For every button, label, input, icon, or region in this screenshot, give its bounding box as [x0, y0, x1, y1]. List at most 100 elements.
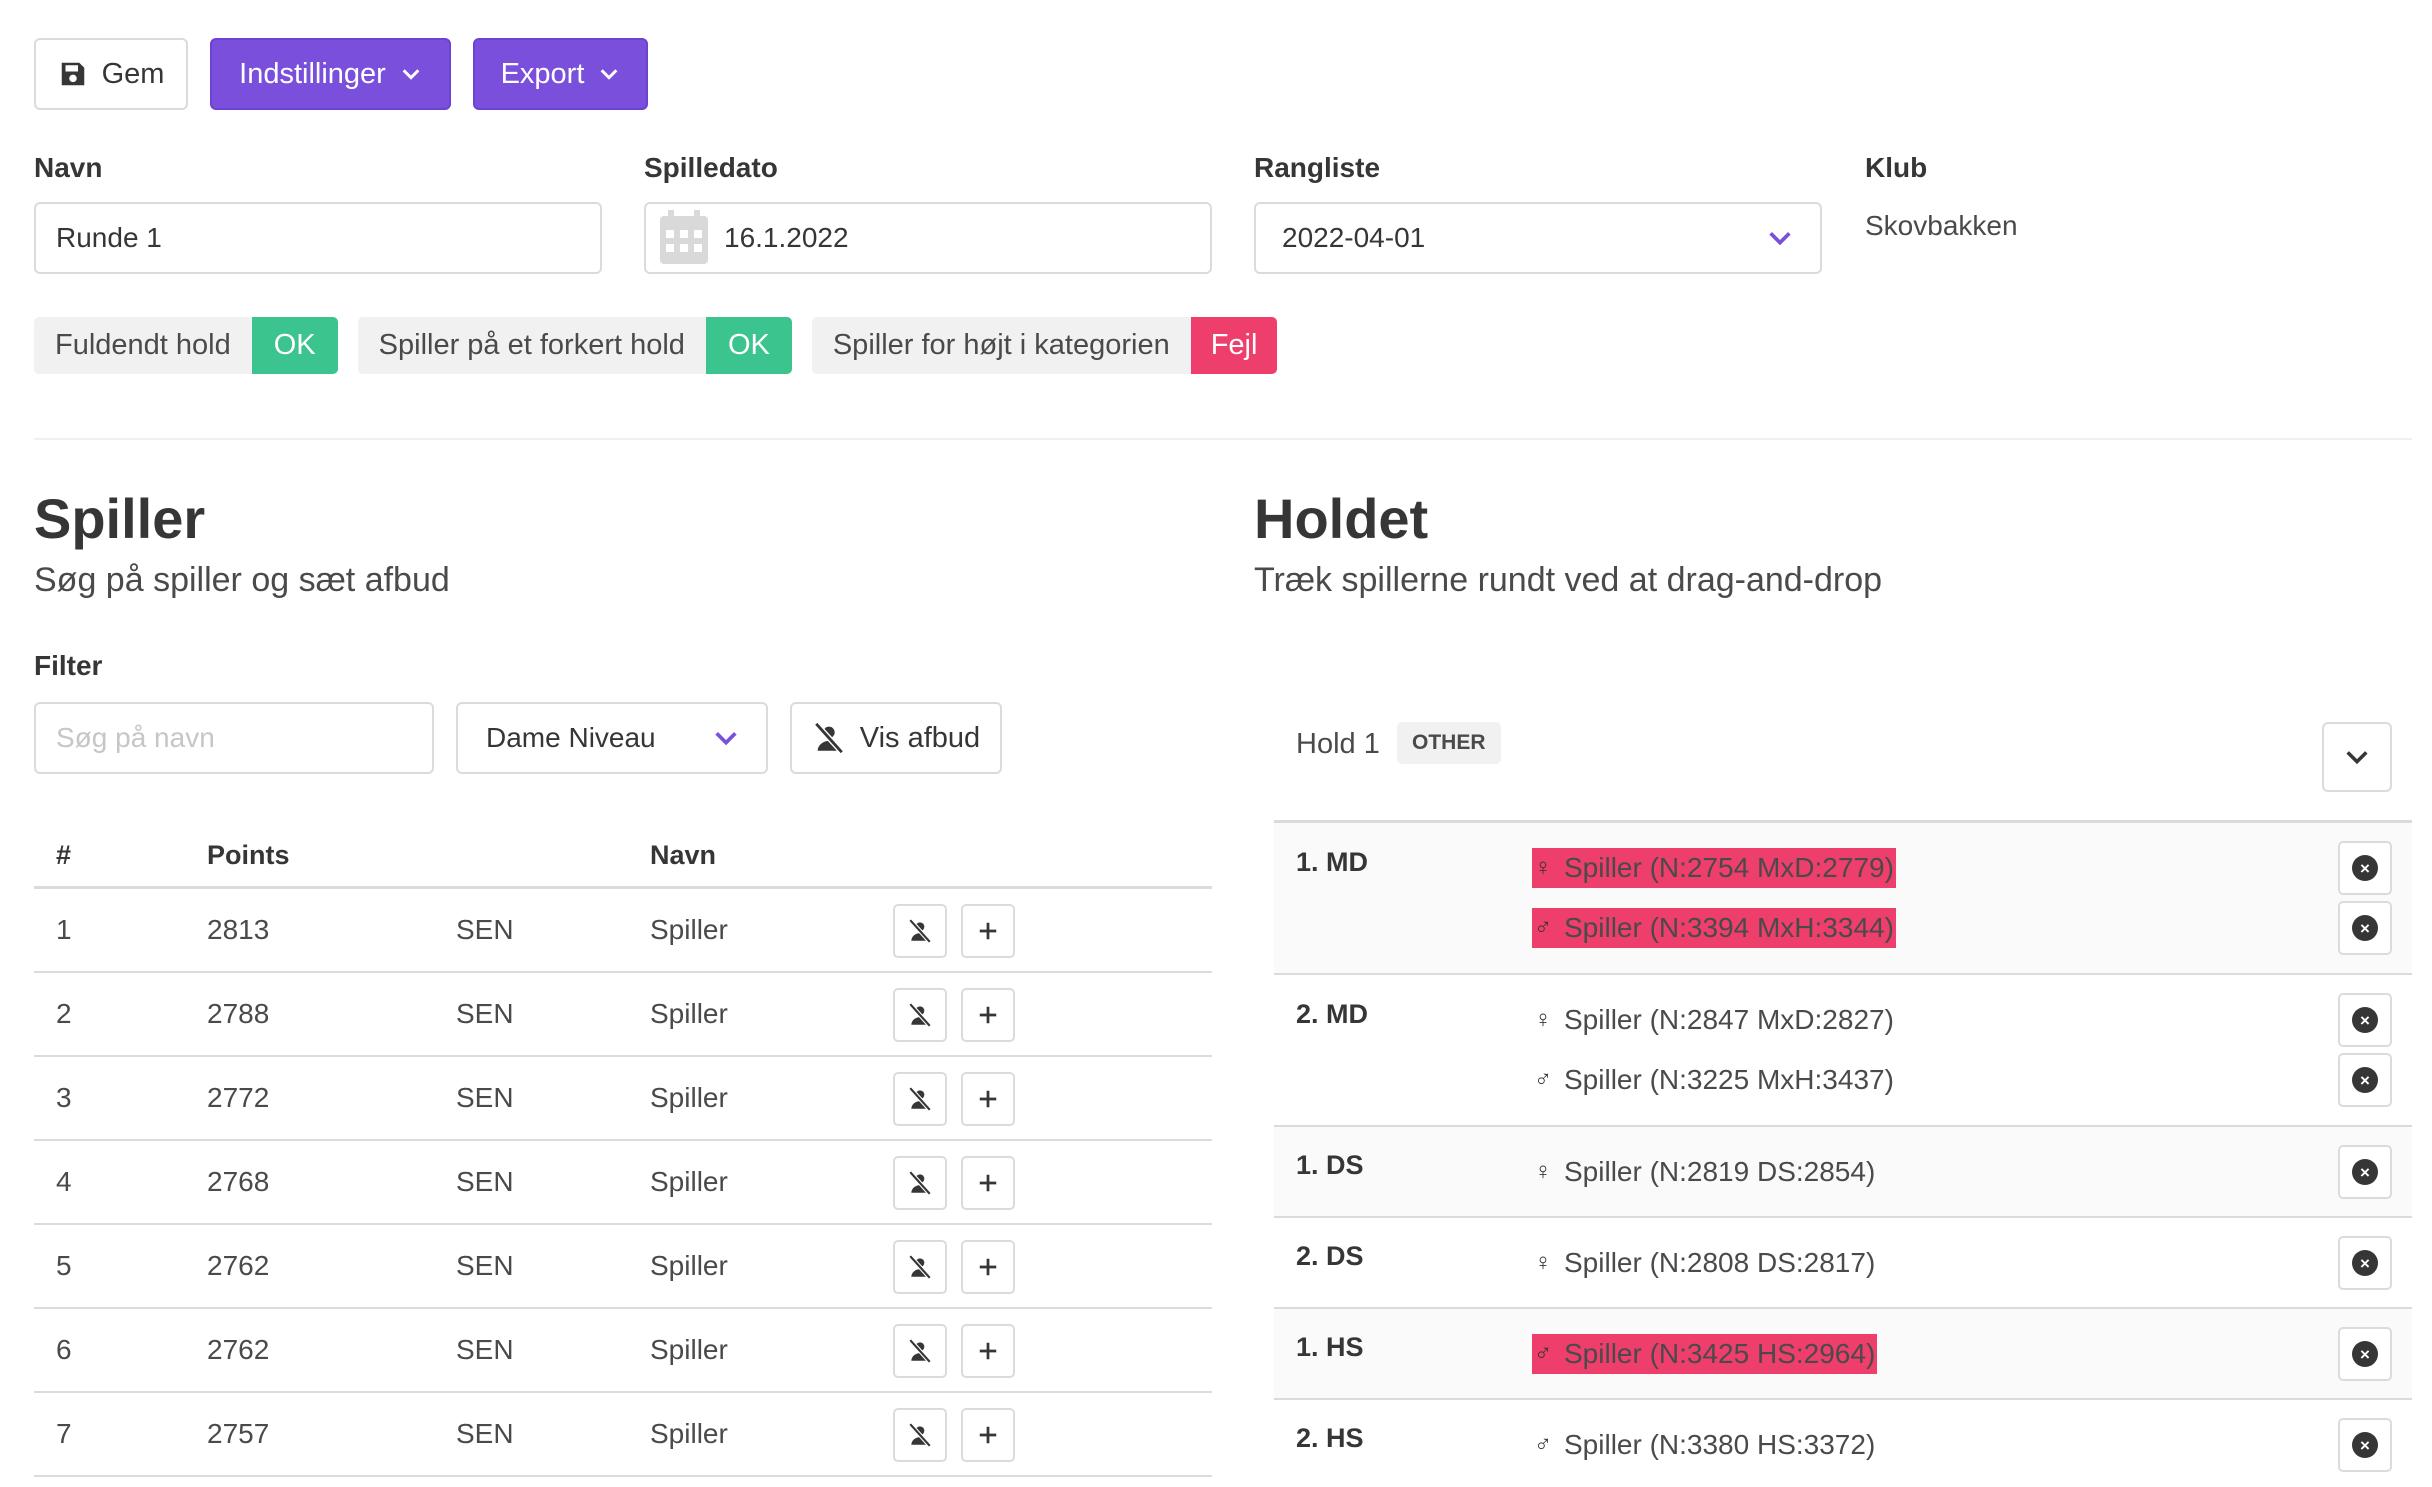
team-player[interactable]: ♂ Spiller (N:3394 MxH:3344) — [1532, 908, 1896, 948]
plus-icon — [979, 1426, 997, 1444]
search-placeholder: Søg på navn — [56, 722, 215, 753]
plus-icon — [979, 1258, 997, 1276]
match-row: 1. MD ♀ Spiller (N:2754 MxD:2779) × ♂ Sp… — [1274, 823, 2412, 975]
remove-player-button[interactable]: × — [2338, 993, 2392, 1047]
player-label: Spiller (N:2754 MxD:2779) — [1564, 852, 1894, 883]
user-slash-icon — [908, 1254, 932, 1280]
team-player[interactable]: ♀ Spiller (N:2819 DS:2854) — [1532, 1152, 1877, 1192]
plus-icon — [979, 1342, 997, 1360]
players-subtitle: Søg på spiller og sæt afbud — [34, 561, 450, 599]
rank-cell: 3 — [56, 1082, 72, 1113]
add-player-button[interactable] — [961, 1324, 1015, 1378]
team-player[interactable]: ♀ Spiller (N:2754 MxD:2779) — [1532, 848, 1896, 888]
show-absent-button[interactable]: Vis afbud — [790, 702, 1002, 774]
settings-dropdown-button[interactable]: Indstillinger — [210, 38, 451, 110]
user-slash-icon — [908, 1086, 932, 1112]
user-slash-icon — [813, 721, 844, 755]
rank-cell: 1 — [56, 914, 72, 945]
match-category: 2. HS — [1296, 1423, 1364, 1453]
group-cell: SEN — [456, 1418, 514, 1449]
ranking-select[interactable]: 2022-04-01 — [1254, 202, 1822, 274]
level-select-value: Dame Niveau — [486, 722, 656, 753]
mark-absent-button[interactable] — [893, 1324, 947, 1378]
status-badge: Fejl — [1190, 317, 1278, 374]
close-icon: × — [2352, 1159, 2378, 1185]
chevron-down-icon — [715, 732, 737, 746]
player-label: Spiller (N:3225 MxH:3437) — [1564, 1064, 1894, 1095]
mark-absent-button[interactable] — [893, 1156, 947, 1210]
female-icon: ♀ — [1534, 854, 1552, 881]
add-player-button[interactable] — [961, 904, 1015, 958]
search-input[interactable]: Søg på navn — [34, 702, 434, 774]
close-icon: × — [2352, 1250, 2378, 1276]
name-cell: Spiller — [650, 1166, 728, 1197]
players-title: Spiller — [34, 487, 206, 550]
remove-player-button[interactable]: × — [2338, 1327, 2392, 1381]
export-dropdown-button[interactable]: Export — [473, 38, 648, 110]
club-label: Klub — [1865, 152, 1928, 183]
plus-icon — [979, 1090, 997, 1108]
team-header-divider — [1274, 820, 2412, 823]
table-row: 2 2788 SEN Spiller — [34, 973, 1212, 1057]
player-label: Spiller (N:3394 MxH:3344) — [1564, 912, 1894, 943]
mark-absent-button[interactable] — [893, 1240, 947, 1294]
date-input[interactable]: 16.1.2022 — [644, 202, 1212, 274]
remove-player-button[interactable]: × — [2338, 1418, 2392, 1472]
remove-player-button[interactable]: × — [2338, 1053, 2392, 1107]
col-points: Points — [207, 840, 290, 870]
mark-absent-button[interactable] — [893, 988, 947, 1042]
match-category: 2. DS — [1296, 1241, 1364, 1271]
calendar-icon — [660, 210, 708, 264]
col-rank: # — [56, 840, 72, 870]
chevron-down-icon — [402, 69, 420, 80]
plus-icon — [979, 1174, 997, 1192]
rank-cell: 5 — [56, 1250, 72, 1281]
collapse-team-button[interactable] — [2322, 722, 2392, 792]
add-player-button[interactable] — [961, 1408, 1015, 1462]
level-select[interactable]: Dame Niveau — [456, 702, 768, 774]
remove-player-button[interactable]: × — [2338, 1236, 2392, 1290]
table-row: 7 2757 SEN Spiller — [34, 1393, 1212, 1477]
team-player[interactable]: ♀ Spiller (N:2808 DS:2817) — [1532, 1243, 1877, 1283]
filter-label: Filter — [34, 650, 103, 681]
name-cell: Spiller — [650, 1250, 728, 1281]
remove-player-button[interactable]: × — [2338, 841, 2392, 895]
status-complete-team: Fuldendt hold OK — [34, 317, 338, 374]
validation-tags: Fuldendt hold OK Spiller på et forkert h… — [34, 317, 1297, 374]
add-player-button[interactable] — [961, 988, 1015, 1042]
plus-icon — [979, 1006, 997, 1024]
points-cell: 2788 — [207, 998, 270, 1029]
remove-player-button[interactable]: × — [2338, 901, 2392, 955]
add-player-button[interactable] — [961, 1072, 1015, 1126]
rank-cell: 4 — [56, 1166, 72, 1197]
close-icon: × — [2352, 1432, 2378, 1458]
team-player[interactable]: ♀ Spiller (N:2847 MxD:2827) — [1532, 1000, 1896, 1040]
table-row: 4 2768 SEN Spiller — [34, 1141, 1212, 1225]
match-category: 1. DS — [1296, 1150, 1364, 1180]
rank-cell: 2 — [56, 998, 72, 1029]
mark-absent-button[interactable] — [893, 1072, 947, 1126]
mark-absent-button[interactable] — [893, 1408, 947, 1462]
add-player-button[interactable] — [961, 1240, 1015, 1294]
name-input[interactable]: Runde 1 — [34, 202, 602, 274]
add-player-button[interactable] — [961, 1156, 1015, 1210]
rank-cell: 6 — [56, 1334, 72, 1365]
mark-absent-button[interactable] — [893, 904, 947, 958]
show-absent-label: Vis afbud — [859, 721, 981, 754]
team-player[interactable]: ♂ Spiller (N:3380 HS:3372) — [1532, 1425, 1877, 1465]
female-icon: ♀ — [1534, 1006, 1552, 1033]
export-label: Export — [500, 57, 585, 90]
team-player[interactable]: ♂ Spiller (N:3225 MxH:3437) — [1532, 1060, 1896, 1100]
table-header-divider — [34, 886, 1212, 889]
group-cell: SEN — [456, 914, 514, 945]
match-row: 2. DS ♀ Spiller (N:2808 DS:2817) × — [1274, 1218, 2412, 1309]
male-icon: ♂ — [1534, 914, 1552, 941]
name-label: Navn — [34, 152, 103, 183]
save-button[interactable]: Gem — [34, 38, 188, 110]
team-player[interactable]: ♂ Spiller (N:3425 HS:2964) — [1532, 1334, 1878, 1374]
chevron-down-icon — [1769, 232, 1791, 246]
ranking-value: 2022-04-01 — [1282, 222, 1426, 253]
match-row: 1. DS ♀ Spiller (N:2819 DS:2854) × — [1274, 1127, 2412, 1218]
remove-player-button[interactable]: × — [2338, 1145, 2392, 1199]
